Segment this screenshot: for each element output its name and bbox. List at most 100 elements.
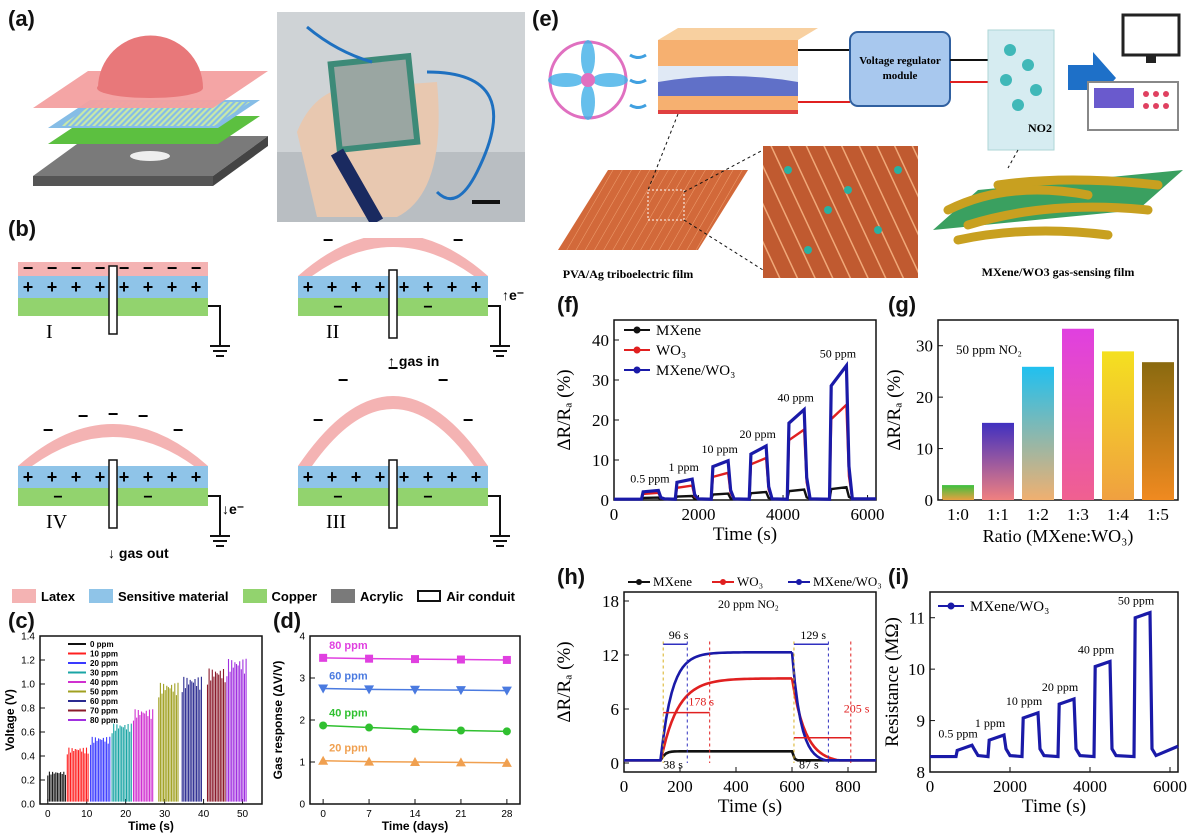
positive-charge: + <box>191 467 202 487</box>
legend-marker <box>633 366 641 374</box>
chart-c-voltage: 0 10 20 30 40 50 0.0 0.2 0.4 0.6 0.8 1.0 1.2 1.4 Time … <box>3 632 263 833</box>
legend-label: 0 ppm <box>90 640 114 649</box>
negative-charge: − <box>453 238 464 250</box>
chart-i-resistance: 0 2000 4000 6000 8 9 10 11 Time (s) Resistance (M… <box>882 591 1187 817</box>
data-point <box>319 653 328 662</box>
pulse-label: 20 ppm <box>740 427 777 441</box>
x-tick-label: 6000 <box>1153 777 1187 796</box>
x-tick-label: 1:4 <box>1107 505 1129 524</box>
voltage-regulator-box <box>849 31 951 107</box>
teng-top <box>658 40 798 66</box>
y-tick-label: 1.4 <box>21 632 35 643</box>
x-tick-label: 400 <box>723 777 749 796</box>
response-curve <box>614 360 876 501</box>
negative-charge: − <box>119 258 130 278</box>
legend-label: Sensitive material <box>117 588 229 604</box>
legend-label: MXene <box>656 323 701 339</box>
x-tick-label: 200 <box>667 777 693 796</box>
annotation: 50 ppm NO₂ <box>956 342 1022 357</box>
x-axis-label: Time (s) <box>718 796 782 817</box>
y-axis-label: ΔR/Rₐ (%) <box>554 641 575 722</box>
x-tick-label: 0 <box>45 809 51 820</box>
positive-charge: + <box>143 467 154 487</box>
panel-label-i: (i) <box>888 564 909 589</box>
y-axis-label: Gas response (ΔV/V) <box>271 661 285 780</box>
legend-label: MXene/WO₃ <box>813 574 882 589</box>
chart-g-ratio: 1:0 1:1 1:2 1:3 1:4 1:5 0 10 20 30 Ratio (MXene:WO… <box>884 319 1179 547</box>
y-tick-label: 4 <box>299 632 305 643</box>
data-point <box>456 655 465 664</box>
air-conduit <box>388 269 398 339</box>
plot-frame <box>623 591 877 773</box>
negative-charge: − <box>43 420 54 440</box>
conduit-hole <box>130 151 170 161</box>
plot-frame <box>929 591 1179 773</box>
voltage-series <box>132 709 154 802</box>
positive-charge: + <box>423 467 434 487</box>
time-label: 129 s <box>800 628 826 642</box>
positive-charge: + <box>143 277 154 297</box>
positive-charge: + <box>23 277 34 297</box>
pulse-label: 0.5 ppm <box>938 726 978 740</box>
legend-item: Acrylic <box>331 589 403 604</box>
x-axis-label: Time (s) <box>128 819 174 833</box>
legend-label: 30 ppm <box>90 669 118 678</box>
positive-charge: + <box>471 467 482 487</box>
latex-dome <box>18 424 208 466</box>
legend-marker <box>947 602 955 610</box>
data-point <box>455 686 466 696</box>
x-tick-label: 7 <box>366 809 372 820</box>
y-tick-label: 1.2 <box>21 656 35 667</box>
response-time-curve <box>624 651 876 762</box>
schematic-stage: + + + + + + + +−−−−−− −III <box>298 358 510 547</box>
x-axis-label: Time (days) <box>382 819 448 833</box>
stage-label: II <box>326 321 339 343</box>
pulse-label: 1 ppm <box>975 716 1006 730</box>
copper-charge: − <box>53 489 62 506</box>
voltage-series <box>47 771 66 802</box>
positive-charge: + <box>327 467 338 487</box>
data-point <box>365 654 374 663</box>
positive-charge: + <box>119 467 130 487</box>
panel-label-c: (c) <box>8 608 35 633</box>
latex-dome <box>298 238 488 276</box>
x-tick-label: 40 <box>198 809 210 820</box>
panel-label-h: (h) <box>557 564 586 589</box>
y-tick-label: 20 <box>916 388 933 407</box>
x-axis-label: Time (s) <box>1022 796 1086 817</box>
x-tick-label: 800 <box>835 777 861 796</box>
legend-label: MXene/WO₃ <box>656 363 735 379</box>
no2-label: NO2 <box>1028 121 1052 135</box>
pulse-label: 0.5 ppm <box>630 471 670 485</box>
latex-dome <box>298 396 488 466</box>
resistance-curve <box>930 610 1179 759</box>
y-tick-label: 10 <box>908 660 925 679</box>
positive-charge: + <box>191 277 202 297</box>
negative-charge: − <box>78 406 89 426</box>
positive-charge: + <box>303 467 314 487</box>
teng-film <box>658 76 798 96</box>
ratio-bar <box>942 485 974 500</box>
gas-chamber <box>987 29 1055 151</box>
pulse-label: 10 ppm <box>701 442 738 456</box>
legend-label: WO₃ <box>656 343 686 359</box>
y-tick-label: 30 <box>916 337 933 356</box>
x-tick-label: 4000 <box>766 505 800 524</box>
wire <box>306 25 496 201</box>
x-tick-label: 0 <box>610 505 619 524</box>
x-tick-label: 1:2 <box>1027 505 1049 524</box>
x-tick-label: 0 <box>620 777 629 796</box>
negative-charge: − <box>23 258 34 278</box>
pulse-label: 40 ppm <box>1078 642 1115 656</box>
system-diagram: Voltage regulator module NO2 PVA/Ag trib… <box>548 13 1183 281</box>
ground-wire <box>208 305 221 346</box>
series-label: 60 ppm <box>329 671 368 683</box>
positive-charge: + <box>47 277 58 297</box>
x-tick-label: 30 <box>159 809 171 820</box>
legend-item: Latex <box>12 589 75 604</box>
x-tick-label: 0 <box>926 777 935 796</box>
data-point <box>411 655 419 664</box>
positive-charge: + <box>71 277 82 297</box>
positive-charge: + <box>327 277 338 297</box>
y-tick-label: 11 <box>909 609 925 628</box>
